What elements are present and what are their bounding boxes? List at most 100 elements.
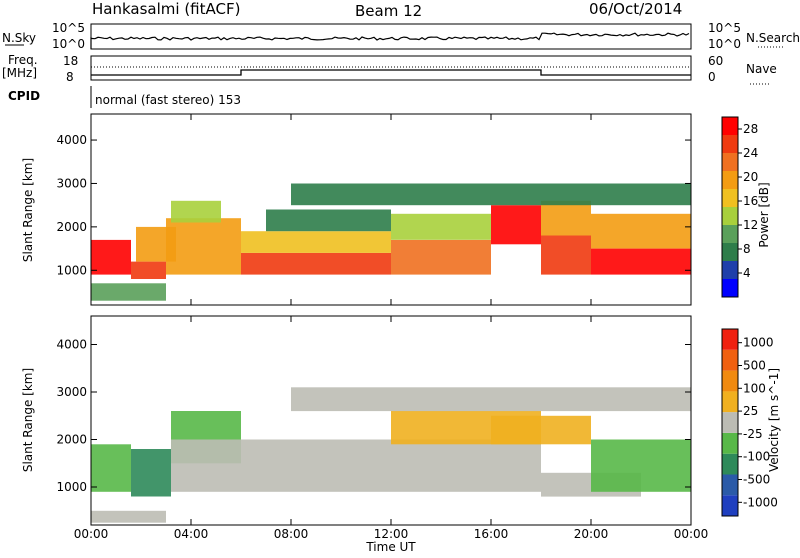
velocity-region-7: [591, 439, 691, 492]
freq-tick-top: 18: [63, 54, 78, 68]
time-tick-label-5: 20:00: [574, 527, 609, 541]
power-colorbar-tick-label-3: 16: [743, 194, 758, 208]
velocity-ytick-label-2: 3000: [56, 385, 87, 399]
freq-unit: [MHz]: [2, 66, 37, 80]
power-region-5: [241, 252, 391, 275]
velocity-region-1: [131, 449, 171, 497]
nave-trace: [91, 69, 691, 76]
velocity-region-3: [171, 439, 541, 492]
power-region-16: [91, 283, 166, 301]
freq-strip-frame: [90, 55, 692, 81]
power-region-0: [91, 239, 131, 275]
velocity-colorbar-tick-label-1: 500: [743, 358, 766, 372]
cpid-value: normal (fast stereo) 153: [95, 93, 241, 107]
velocity-colorbar-segment-8: [722, 329, 738, 350]
power-colorbar-segment-9: [722, 117, 738, 135]
velocity-colorbar-segment-4: [722, 412, 738, 433]
power-ytick-label-0: 1000: [56, 263, 87, 277]
time-tick-label-2: 08:00: [274, 527, 309, 541]
velocity-colorbar-label: Velocity [m s^-1]: [767, 368, 781, 472]
time-tick-label-6: 00:00: [674, 527, 709, 541]
velocity-colorbar-segment-1: [722, 474, 738, 496]
station-title: Hankasalmi (fitACF): [92, 0, 240, 18]
power-colorbar-segment-2: [722, 243, 738, 261]
velocity-colorbar-tick-label-5: -100: [743, 450, 770, 464]
velocity-colorbar-tick-label-4: -25: [743, 427, 763, 441]
velocity-colorbar-segment-3: [722, 432, 738, 454]
freq-tick-bottom: 8: [66, 70, 74, 84]
nave-tick-top: 60: [708, 54, 723, 68]
power-region-3: [166, 218, 241, 275]
power-colorbar-segment-0: [722, 279, 738, 297]
power-region-4: [171, 200, 221, 223]
power-colorbar-tick-label-6: 28: [743, 122, 758, 136]
velocity-colorbar-segment-6: [722, 370, 738, 392]
power-colorbar-segment-4: [722, 207, 738, 225]
time-tick-label-3: 12:00: [374, 527, 409, 541]
velocity-region-5: [491, 415, 591, 445]
power-region-8: [391, 239, 491, 275]
velocity-region-8: [291, 387, 691, 412]
power-region-9: [391, 213, 491, 240]
power-region-10: [491, 205, 541, 245]
power-ytick-label-1: 2000: [56, 220, 87, 234]
velocity-region-0: [91, 444, 131, 492]
velocity-colorbar-segment-5: [722, 391, 738, 413]
x-axis-label: Time UT: [365, 540, 416, 554]
nsearch-tick-bottom: 10^0: [708, 37, 741, 51]
velocity-colorbar-tick-label-6: -500: [743, 473, 770, 487]
date-title: 06/Oct/2014: [589, 0, 682, 18]
velocity-ytick-label-3: 4000: [56, 338, 87, 352]
power-colorbar-segment-5: [722, 189, 738, 207]
nsky-tick-bottom: 10^0: [52, 37, 85, 51]
velocity-region-9: [91, 510, 166, 523]
power-region-12: [541, 200, 591, 236]
nave-tick-bottom: 0: [708, 70, 716, 84]
velocity-colorbar-tick-label-2: 100: [743, 381, 766, 395]
power-region-1: [131, 261, 166, 279]
power-y-axis-label: Slant Range [km]: [21, 158, 35, 262]
time-tick-label-0: 00:00: [74, 527, 109, 541]
power-colorbar-segment-6: [722, 171, 738, 189]
power-region-7: [266, 209, 391, 232]
time-tick-label-4: 16:00: [474, 527, 509, 541]
beam-title: Beam 12: [355, 2, 422, 20]
nsearch-tick-top: 10^5: [708, 21, 741, 35]
velocity-colorbar-segment-7: [722, 349, 738, 371]
power-panel: 1000 2000 3000 4000 Slant Range [km] 4 8 12 16…: [21, 113, 771, 306]
velocity-ytick-label-0: 1000: [56, 480, 87, 494]
velocity-colorbar-tick-label-7: -1000: [743, 495, 778, 509]
power-ytick-label-3: 4000: [56, 133, 87, 147]
power-region-6: [241, 231, 391, 253]
power-region-13: [591, 248, 691, 275]
velocity-colorbar-segment-2: [722, 453, 738, 475]
power-colorbar-segment-8: [722, 135, 738, 153]
power-colorbar-segment-3: [722, 225, 738, 243]
nsky-tick-top: 10^5: [52, 21, 85, 35]
nsky-label: N.Sky: [2, 31, 36, 45]
power-colorbar-frame: [721, 116, 739, 298]
power-colorbar-tick-label-5: 24: [743, 146, 758, 160]
nsky-strip-frame: [90, 23, 692, 50]
power-region-14: [591, 213, 691, 249]
nave-label: Nave: [746, 62, 777, 76]
freq-label: Freq.: [8, 53, 38, 67]
power-region-11: [541, 235, 591, 275]
cpid-label: CPID: [8, 89, 40, 103]
power-colorbar-tick-label-4: 20: [743, 170, 758, 184]
velocity-colorbar-frame: [721, 328, 739, 517]
velocity-y-axis-label: Slant Range [km]: [21, 368, 35, 472]
velocity-colorbar-tick-label-0: 1000: [743, 336, 774, 350]
power-colorbar-label: Power [dB]: [757, 182, 771, 247]
power-colorbar-segment-1: [722, 261, 738, 279]
nsky-trace: [90, 32, 690, 49]
power-colorbar-tick-label-0: 4: [743, 266, 751, 280]
power-region-15: [291, 183, 691, 206]
power-ytick-label-2: 3000: [56, 176, 87, 190]
power-colorbar-tick-label-2: 12: [743, 218, 758, 232]
nsearch-label: N.Search: [746, 31, 800, 45]
velocity-colorbar-tick-label-3: 25: [743, 404, 758, 418]
velocity-ytick-label-1: 2000: [56, 433, 87, 447]
time-tick-label-1: 04:00: [174, 527, 209, 541]
